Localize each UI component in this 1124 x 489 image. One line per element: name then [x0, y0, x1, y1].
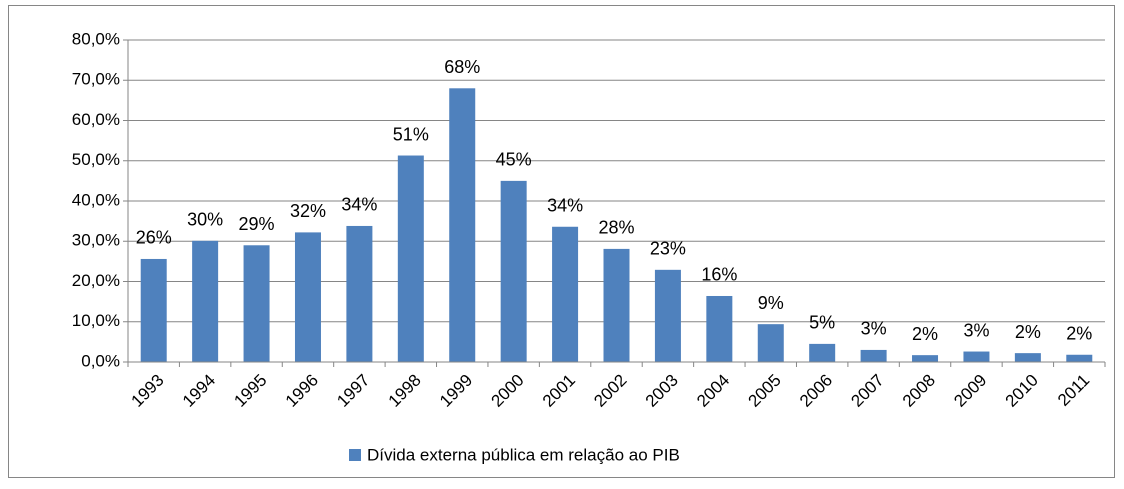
bar — [860, 349, 887, 362]
value-label: 51% — [393, 124, 429, 144]
value-label: 2% — [1066, 324, 1092, 344]
bar — [294, 232, 321, 362]
value-label: 28% — [598, 218, 634, 238]
legend-swatch — [349, 449, 361, 461]
y-tick-label: 10,0% — [72, 311, 120, 330]
y-tick-label: 40,0% — [72, 190, 120, 209]
y-tick-label: 80,0% — [72, 29, 120, 48]
bar — [912, 355, 939, 362]
bar — [397, 155, 424, 362]
bar — [346, 225, 373, 362]
value-label: 5% — [809, 313, 835, 333]
bar — [654, 269, 681, 362]
value-label: 30% — [187, 210, 223, 230]
bar — [192, 240, 219, 362]
value-label: 68% — [444, 57, 480, 77]
bar — [1066, 354, 1093, 362]
bar — [603, 248, 630, 362]
y-tick-label: 50,0% — [72, 150, 120, 169]
value-label: 2% — [1015, 322, 1041, 342]
y-tick-label: 70,0% — [72, 70, 120, 89]
bar — [552, 226, 579, 362]
y-tick-label: 60,0% — [72, 110, 120, 129]
value-label: 3% — [963, 320, 989, 340]
value-label: 26% — [136, 228, 172, 248]
legend-label: Dívida externa pública em relação ao PIB — [367, 445, 680, 464]
value-label: 34% — [547, 196, 583, 216]
value-label: 23% — [650, 239, 686, 259]
bar — [449, 88, 476, 363]
bar — [809, 343, 836, 362]
bar — [1014, 353, 1041, 362]
value-label: 34% — [341, 195, 377, 215]
value-label: 32% — [290, 201, 326, 221]
value-label: 9% — [758, 293, 784, 313]
bar — [963, 351, 990, 362]
bar — [500, 180, 527, 362]
bar — [140, 258, 167, 362]
bar — [706, 295, 733, 362]
y-tick-label: 0,0% — [81, 351, 120, 370]
bar — [757, 324, 784, 362]
value-label: 45% — [496, 150, 532, 170]
bar — [243, 245, 270, 362]
value-label: 29% — [239, 214, 275, 234]
value-label: 2% — [912, 324, 938, 344]
value-label: 16% — [701, 265, 737, 285]
value-label: 3% — [861, 319, 887, 339]
y-tick-label: 20,0% — [72, 271, 120, 290]
y-tick-label: 30,0% — [72, 231, 120, 250]
